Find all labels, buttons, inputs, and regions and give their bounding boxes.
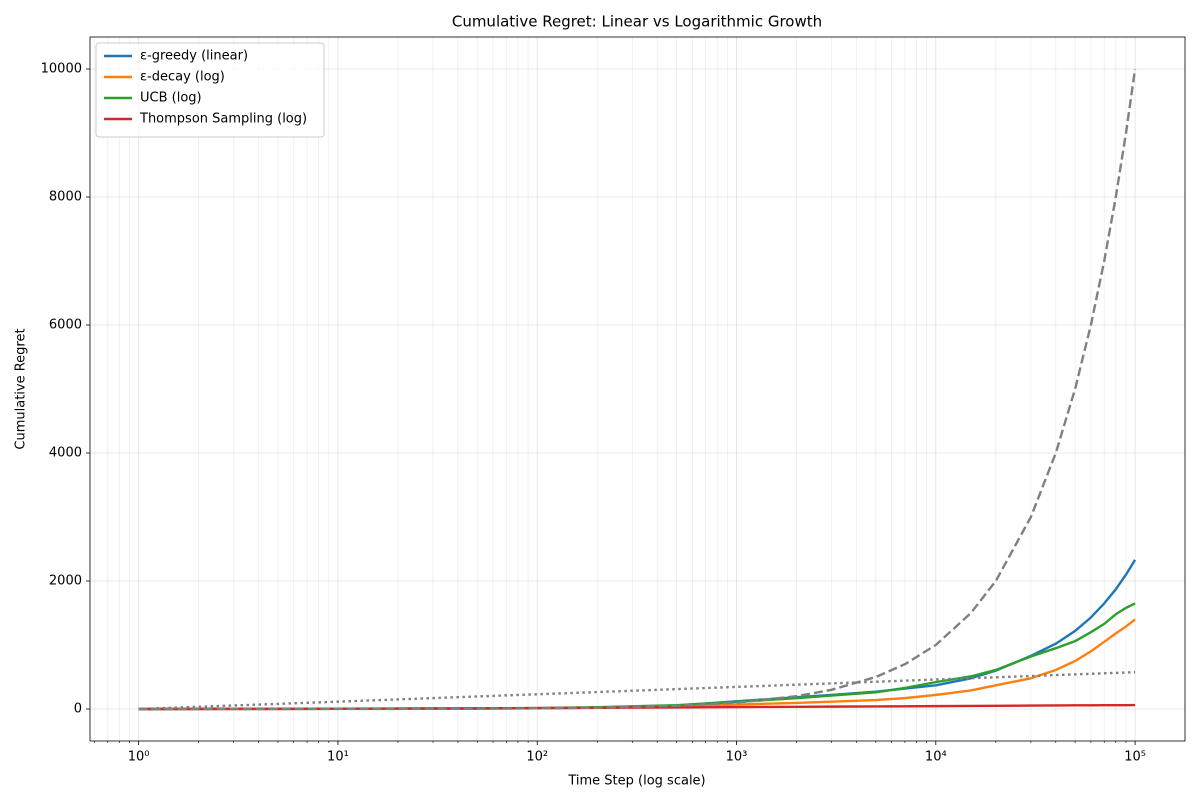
y-axis-label: Cumulative Regret	[14, 328, 29, 449]
x-tick-label: 10¹	[327, 750, 349, 765]
y-tick-label: 8000	[49, 190, 82, 205]
x-tick-label: 10⁵	[1124, 750, 1146, 765]
x-tick-label: 10⁰	[128, 750, 150, 765]
series-line	[138, 68, 1137, 711]
series-line	[138, 703, 1136, 711]
y-tick-label: 2000	[49, 574, 82, 589]
y-tick-label: 6000	[49, 318, 82, 333]
legend-label: ε-decay (log)	[140, 70, 225, 85]
legend-box	[95, 42, 325, 138]
x-tick-label: 10³	[726, 750, 748, 765]
y-tick-label: 0	[74, 702, 82, 717]
series-line	[138, 670, 1136, 711]
legend-label: ε-greedy (linear)	[140, 49, 248, 64]
chart-title: Cumulative Regret: Linear vs Logarithmic…	[452, 13, 822, 31]
plot-area	[138, 68, 1137, 711]
y-tick-label: 10000	[41, 62, 82, 77]
legend-label: UCB (log)	[140, 91, 202, 106]
y-tick-label: 4000	[49, 446, 82, 461]
x-tick-label: 10²	[526, 750, 548, 765]
legend-label: Thompson Sampling (log)	[139, 112, 307, 127]
axes-frame	[89, 36, 1186, 742]
x-axis-label: Time Step (log scale)	[567, 774, 705, 789]
x-tick-label: 10⁴	[925, 750, 947, 765]
